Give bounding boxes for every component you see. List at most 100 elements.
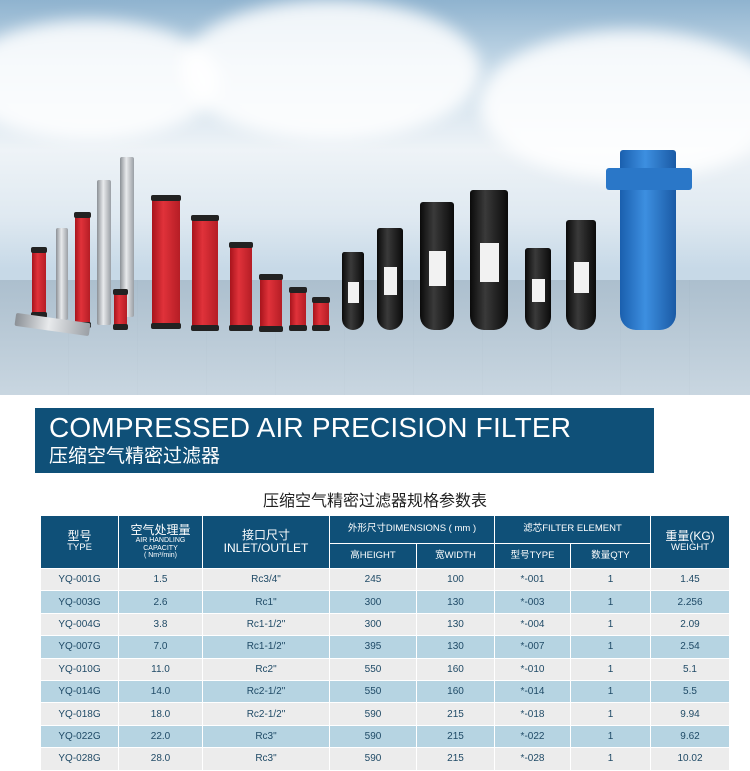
cell-type: YQ-010G [40, 657, 119, 681]
cell-type: YQ-001G [40, 567, 119, 592]
cell-type: YQ-018G [40, 702, 119, 726]
cell-height: 300 [329, 590, 417, 614]
cell-height: 590 [329, 724, 417, 749]
cell-inlet: Rc2" [202, 657, 330, 681]
cell-element-type: *-007 [494, 635, 571, 659]
col-weight: 重量(KG) WEIGHT [650, 515, 730, 569]
filter-housing [377, 228, 403, 330]
cell-element-type: *-004 [494, 612, 571, 637]
cell-height: 590 [329, 747, 417, 771]
col-height: 高HEIGHT [329, 543, 417, 569]
filter-cartridge [120, 157, 134, 317]
cell-element-type: *-022 [494, 724, 571, 749]
product-banner-image [0, 0, 750, 395]
cell-capacity: 7.0 [118, 635, 203, 659]
table-row: YQ-028G 28.0 Rc3" 590 215 *-028 1 10.02 [40, 747, 730, 771]
cell-qty: 1 [570, 657, 651, 681]
cell-qty: 1 [570, 679, 651, 704]
cell-weight: 5.5 [650, 679, 730, 704]
filter-cartridge [56, 228, 68, 320]
col-width: 宽WIDTH [416, 543, 495, 569]
cell-weight: 2.256 [650, 590, 730, 614]
cell-capacity: 18.0 [118, 702, 203, 726]
col-dimensions: 外形尺寸DIMENSIONS ( mm ) [329, 515, 495, 544]
filter-cartridge [31, 247, 47, 318]
cell-inlet: Rc3" [202, 724, 330, 749]
filter-housing [525, 248, 551, 330]
cell-type: YQ-003G [40, 590, 119, 614]
cell-width: 215 [416, 724, 495, 749]
cloud [480, 30, 750, 180]
cell-element-type: *-010 [494, 657, 571, 681]
filter-housing [342, 252, 364, 330]
cell-width: 100 [416, 567, 495, 592]
cell-inlet: Rc2-1/2" [202, 679, 330, 704]
cell-height: 300 [329, 612, 417, 637]
cell-qty: 1 [570, 747, 651, 771]
cell-width: 130 [416, 635, 495, 659]
cell-element-type: *-001 [494, 567, 571, 592]
cell-capacity: 3.8 [118, 612, 203, 637]
cell-width: 130 [416, 590, 495, 614]
cell-capacity: 11.0 [118, 657, 203, 681]
cell-inlet: Rc3" [202, 747, 330, 771]
cell-height: 395 [329, 635, 417, 659]
title-bar: COMPRESSED AIR PRECISION FILTER 压缩空气精密过滤… [35, 408, 654, 473]
cell-weight: 5.1 [650, 657, 730, 681]
cell-type: YQ-022G [40, 724, 119, 749]
cell-qty: 1 [570, 635, 651, 659]
filter-cartridge [97, 180, 111, 325]
cell-element-type: *-018 [494, 702, 571, 726]
filter-housing [566, 220, 596, 330]
cell-height: 245 [329, 567, 417, 592]
cell-inlet: Rc1-1/2" [202, 612, 330, 637]
page-title: COMPRESSED AIR PRECISION FILTER [49, 412, 572, 443]
tank-flange [606, 168, 692, 190]
cell-qty: 1 [570, 702, 651, 726]
cell-inlet: Rc2-1/2" [202, 702, 330, 726]
cell-inlet: Rc1-1/2" [202, 635, 330, 659]
cell-weight: 9.62 [650, 724, 730, 749]
col-capacity: 空气处理量 AIR HANDLING CAPACITY( Nm³/min) [118, 515, 203, 569]
cell-type: YQ-004G [40, 612, 119, 637]
filter-cartridge [289, 287, 307, 331]
cell-inlet: Rc3/4" [202, 567, 330, 592]
filter-housing [420, 202, 454, 330]
cell-capacity: 1.5 [118, 567, 203, 592]
col-qty: 数量QTY [570, 543, 651, 569]
cell-type: YQ-028G [40, 747, 119, 771]
filter-housing [470, 190, 508, 330]
table-row: YQ-007G 7.0 Rc1-1/2" 395 130 *-007 1 2.54 [40, 635, 730, 659]
spec-table: 型号 TYPE 空气处理量 AIR HANDLING CAPACITY( Nm³/mi… [40, 515, 730, 771]
cell-element-type: *-028 [494, 747, 571, 771]
cell-weight: 1.45 [650, 567, 730, 592]
col-inlet: 接口尺寸 INLET/OUTLET [202, 515, 330, 569]
cell-width: 160 [416, 679, 495, 704]
filter-cartridge [151, 195, 181, 329]
table-title: 压缩空气精密过滤器规格参数表 [262, 491, 487, 510]
cell-qty: 1 [570, 567, 651, 592]
table-row: YQ-014G 14.0 Rc2-1/2" 550 160 *-014 1 5.5 [40, 679, 730, 704]
cell-capacity: 2.6 [118, 590, 203, 614]
col-type: 型号 TYPE [40, 515, 119, 569]
cell-height: 550 [329, 679, 417, 704]
cell-type: YQ-014G [40, 679, 119, 704]
filter-cartridge [259, 274, 283, 332]
cell-type: YQ-007G [40, 635, 119, 659]
cell-capacity: 22.0 [118, 724, 203, 749]
table-row: YQ-003G 2.6 Rc1" 300 130 *-003 1 2.256 [40, 590, 730, 614]
cell-weight: 2.09 [650, 612, 730, 637]
cell-weight: 10.02 [650, 747, 730, 771]
cell-inlet: Rc1" [202, 590, 330, 614]
cell-weight: 9.94 [650, 702, 730, 726]
table-row: YQ-022G 22.0 Rc3" 590 215 *-022 1 9.62 [40, 724, 730, 749]
filter-cartridge [113, 289, 128, 330]
cell-qty: 1 [570, 612, 651, 637]
cell-height: 590 [329, 702, 417, 726]
filter-cartridge [229, 242, 253, 331]
cloud [180, 0, 480, 140]
cell-weight: 2.54 [650, 635, 730, 659]
table-row: YQ-010G 11.0 Rc2" 550 160 *-010 1 5.1 [40, 657, 730, 681]
page-title-cn: 压缩空气精密过滤器 [49, 445, 221, 467]
cell-width: 160 [416, 657, 495, 681]
